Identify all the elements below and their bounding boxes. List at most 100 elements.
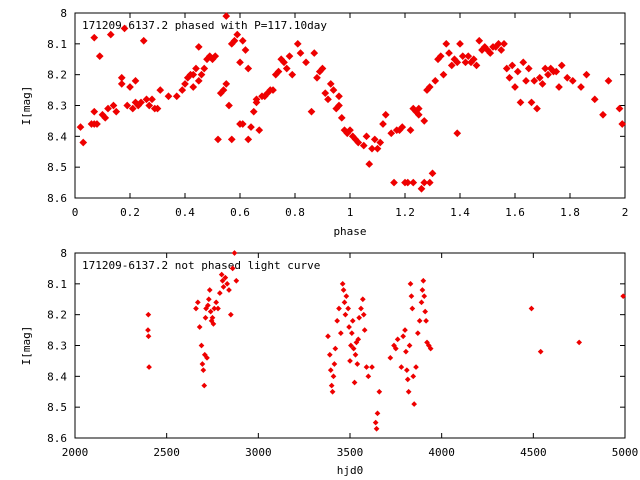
unphased-data-point (219, 277, 226, 284)
phased-data-point (90, 107, 99, 116)
phased-data-point (527, 98, 536, 107)
phased-light-curve-panel: 0 0.2 0.4 0.6 0.8 1 1.2 1.4 1.6 1.8 2 8 8.1 8.2 8.3 8.4… (20, 7, 628, 238)
unphased-data-point (406, 342, 413, 349)
phased-x-tick-label: 2 (622, 206, 629, 219)
phased-data-point (142, 95, 151, 104)
unphased-data-point (337, 330, 344, 337)
unphased-data-point (196, 324, 203, 330)
phased-data-point (552, 67, 561, 76)
unphased-y-tick-label: 8.2 (47, 309, 67, 322)
phased-data-point (337, 113, 346, 122)
phased-data-point (604, 76, 613, 85)
phased-data-point (123, 101, 132, 110)
unphased-data-point (334, 317, 341, 324)
unphased-data-point (576, 339, 583, 346)
phased-data-point (313, 73, 321, 82)
phased-data-point (486, 49, 495, 57)
unphased-data-point (376, 388, 383, 395)
phased-data-point (390, 178, 398, 187)
phased-data-point (464, 52, 473, 61)
phased-data-point (329, 86, 338, 94)
phased-x-tick-label: 0 (72, 206, 79, 219)
unphased-data-point (427, 345, 434, 352)
phased-data-point (409, 178, 418, 187)
unphased-data-point (373, 425, 380, 432)
phased-data-point (373, 144, 382, 153)
phased-data-point (472, 61, 481, 70)
unphased-data-point (352, 351, 359, 358)
phased-data-point (247, 123, 255, 131)
unphased-x-tick-label: 4500 (520, 446, 547, 459)
phased-data-point (500, 39, 508, 48)
unphased-data-point (423, 317, 429, 324)
phased-data-point (453, 129, 462, 138)
phased-data-point (219, 86, 228, 94)
phased-x-tick-label: 1.4 (450, 206, 470, 219)
unphased-data-point (392, 345, 399, 352)
unphased-x-tick-label: 3500 (337, 446, 364, 459)
phased-data-point (324, 95, 332, 104)
unphased-data-point (418, 299, 425, 306)
phased-data-point (406, 126, 415, 135)
unphased-data-point (216, 290, 223, 296)
phased-data-point (442, 39, 451, 48)
phased-data-point (615, 104, 624, 113)
phased-data-point (307, 107, 316, 116)
unphased-data-point (348, 330, 355, 337)
phased-data-point (117, 80, 126, 88)
phased-data-point (194, 76, 203, 85)
phased-data-point (101, 113, 110, 122)
phased-data-point (425, 83, 434, 91)
unphased-data-point (355, 336, 362, 343)
unphased-data-point (422, 308, 429, 315)
phased-data-point (445, 49, 453, 57)
phased-data-point (296, 49, 305, 57)
unphased-data-point (224, 280, 231, 287)
unphased-data-point (328, 382, 335, 389)
phased-data-point (302, 58, 310, 67)
phased-data-point (211, 52, 220, 61)
unphased-data-point (351, 379, 358, 386)
unphased-data-point (411, 401, 418, 407)
unphased-data-point (369, 364, 375, 370)
phased-data-point (376, 138, 385, 147)
unphased-data-point (400, 333, 407, 340)
phased-data-point (370, 135, 379, 144)
phased-data-point (156, 86, 165, 94)
unphased-data-point (200, 367, 207, 374)
unphased-data-point (420, 277, 427, 284)
phased-data-point (535, 73, 544, 82)
phased-data-point (230, 36, 239, 45)
unphased-data-point (340, 287, 347, 293)
unphased-data-point (215, 305, 221, 312)
phased-data-point (238, 36, 247, 45)
phased-data-point (225, 101, 233, 110)
phased-data-point (522, 76, 530, 85)
phased-data-point (475, 36, 484, 45)
unphased-data-point (210, 321, 217, 327)
unphased-data-point (365, 373, 372, 380)
phased-data-point (244, 135, 253, 144)
phased-data-point (288, 70, 297, 79)
phased-chart-title: 171209-6137.2 phased with P=117.10day (82, 19, 327, 32)
phased-data-point (365, 160, 374, 168)
unphased-data-point (346, 324, 352, 330)
unphased-y-tick-label: 8.4 (47, 370, 67, 383)
phased-data-point (255, 126, 264, 135)
phased-data-point (428, 169, 437, 178)
unphased-data-point (226, 287, 232, 293)
phased-y-tick-label: 8.3 (47, 100, 67, 113)
phased-data-point (516, 98, 525, 107)
unphased-data-point (145, 311, 152, 318)
unphased-data-point (421, 293, 428, 300)
phased-data-point (153, 104, 162, 113)
phased-y-tick-label: 8.1 (47, 38, 67, 51)
phased-data-point (359, 141, 368, 150)
phased-data-point (544, 70, 552, 79)
phased-data-point (233, 30, 242, 39)
phased-data-point (131, 76, 140, 85)
unphased-x-tick-label: 2000 (62, 446, 89, 459)
phased-data-point (513, 67, 522, 76)
unphased-y-tick-label: 8.6 (47, 432, 67, 445)
phased-data-point (335, 92, 343, 101)
